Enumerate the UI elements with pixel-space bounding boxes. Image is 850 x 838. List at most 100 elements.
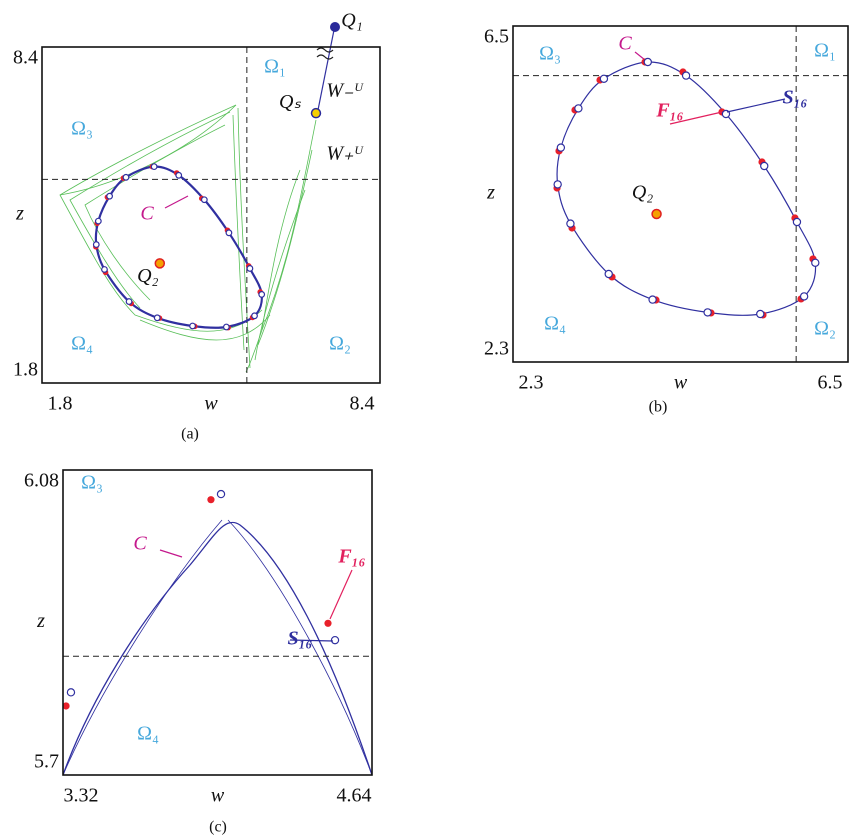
focus-point (324, 619, 332, 627)
y-label: z (15, 203, 24, 225)
saddle-point (760, 161, 769, 171)
saddle-point (258, 291, 266, 298)
y-label: z (36, 610, 45, 632)
saddle-point (189, 322, 196, 330)
y-tick-label: 2.3 (484, 338, 509, 360)
x-label: w (204, 393, 218, 415)
region-label: Ω₃ (81, 472, 103, 494)
arrow (726, 98, 786, 113)
saddle-point (175, 171, 183, 179)
saddle-point (222, 323, 230, 331)
saddle-point (681, 71, 691, 80)
saddle-point (153, 314, 161, 322)
caption: (a) (181, 426, 199, 443)
saddle-point (756, 309, 765, 319)
curve-c (556, 61, 817, 316)
saddle-point (604, 269, 613, 279)
x-tick-label: 3.32 (64, 785, 99, 807)
saddle-point (330, 635, 340, 645)
saddle-point (94, 217, 102, 225)
manifold (59, 104, 317, 373)
y-tick-label: 6.08 (24, 470, 59, 492)
saddle-point (101, 266, 108, 273)
x-tick-label: 6.5 (818, 372, 843, 394)
saddle-point (246, 265, 254, 272)
curve-c-branch (62, 519, 373, 776)
saddle-point (703, 308, 712, 317)
series-label: F₁₆ (337, 546, 365, 568)
saddle-point (799, 292, 809, 301)
caption: (c) (209, 819, 227, 836)
arrow (159, 549, 183, 558)
region-label: Ω₄ (544, 313, 566, 335)
saddle-point (66, 688, 76, 697)
annotation: Q₁ (341, 10, 362, 32)
saddle-point (122, 173, 130, 181)
region-label: Ω₃ (71, 118, 93, 140)
fixed-point (651, 208, 662, 220)
arrow (329, 569, 353, 620)
region-label: Ω₂ (329, 333, 351, 355)
plot-frame (512, 25, 849, 363)
x-tick-label: 2.3 (519, 372, 544, 394)
saddle-point (216, 489, 226, 499)
fixed-point (154, 258, 166, 269)
q1-stem (316, 29, 335, 111)
caption: (b) (649, 399, 668, 416)
point-label: Qₛ (279, 91, 301, 113)
saddle-point (566, 219, 575, 228)
saddle-point (553, 180, 562, 189)
annotation: W₊ᵁ (326, 143, 364, 165)
saddle-point (92, 241, 100, 248)
curve-c (94, 165, 263, 329)
focus-point (62, 702, 70, 710)
annotation: W₋ᵁ (326, 80, 364, 102)
series-label: F₁₆ (655, 100, 683, 122)
saddle-point (556, 143, 566, 152)
x-tick-label: 4.64 (337, 785, 372, 807)
y-tick-label: 6.5 (484, 26, 509, 48)
plot-frame (41, 46, 381, 384)
x-tick-label: 1.8 (48, 393, 73, 415)
arrow (164, 195, 189, 209)
region-label: Ω₁ (264, 56, 286, 78)
saddle-point (792, 217, 802, 227)
saddle-point (200, 196, 208, 204)
fixed-point (310, 107, 322, 119)
saddle-point (125, 298, 133, 305)
arrow (669, 111, 723, 125)
q1-marker (330, 22, 340, 32)
saddle-point (225, 229, 233, 237)
y-tick-label: 1.8 (13, 359, 38, 381)
saddle-point (574, 104, 583, 113)
saddle-point (150, 163, 158, 171)
focus-point (207, 496, 215, 504)
arrow (289, 639, 334, 642)
region-label: Ω₄ (71, 333, 93, 355)
x-label: w (211, 785, 225, 807)
saddle-point (643, 57, 652, 67)
region-label: Ω₃ (539, 43, 561, 65)
saddle-point (599, 74, 609, 84)
x-label: w (674, 372, 688, 394)
plot-frame (62, 469, 373, 776)
x-tick-label: 8.4 (350, 393, 375, 415)
annotation: C (140, 203, 154, 225)
annotation: C (618, 33, 632, 55)
point-label: Q₂ (632, 182, 653, 204)
point-label: Q₂ (137, 265, 158, 287)
y-tick-label: 5.7 (34, 751, 59, 773)
series-label: S₁₆ (782, 87, 807, 109)
saddle-point (811, 258, 820, 267)
annotation: C (133, 533, 147, 555)
region-label: Ω₂ (814, 318, 836, 340)
saddle-point (251, 312, 258, 320)
saddle-point (648, 295, 657, 304)
series-label: S₁₆ (287, 628, 312, 650)
saddle-point (106, 192, 113, 200)
region-label: Ω₁ (814, 40, 836, 62)
y-tick-label: 8.4 (13, 47, 38, 69)
curve-c (62, 521, 373, 776)
region-label: Ω₄ (137, 723, 159, 745)
